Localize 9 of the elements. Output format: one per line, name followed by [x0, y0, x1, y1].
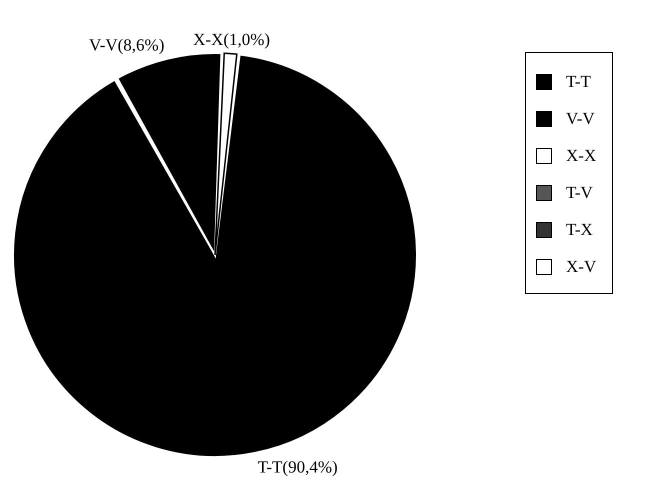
legend-label: X-X	[566, 146, 596, 166]
legend-label: X-V	[566, 256, 596, 276]
data-label: T-T(90,4%)	[258, 457, 338, 476]
legend-label: T-X	[566, 220, 593, 240]
legend-label: T-V	[566, 182, 593, 202]
legend-label: T-T	[566, 72, 591, 92]
legend-label: V-V	[566, 108, 595, 128]
data-label: X-X(1,0%)	[193, 30, 270, 50]
data-label: V-V(8,6%)	[88, 36, 164, 55]
